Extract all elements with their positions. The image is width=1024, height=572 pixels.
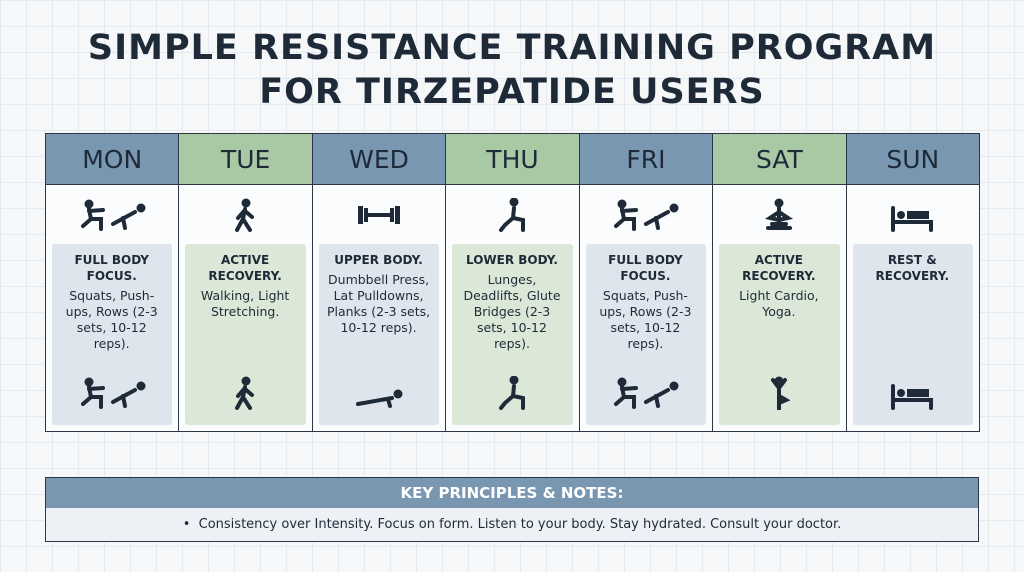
- icon-svg: [891, 384, 934, 410]
- day-detail: Lunges, Deadlifts, Glute Bridges (2-3 se…: [463, 272, 561, 351]
- icon: [610, 376, 680, 410]
- icon-svg: [499, 197, 525, 232]
- day-text: LOWER BODY. Lunges, Deadlifts, Glute Brid…: [453, 252, 570, 352]
- day-card: [318, 244, 440, 425]
- day-heading: REST & RECOVERY.: [875, 253, 949, 283]
- notes-text: Consistency over Intensity. Focus on for…: [198, 517, 842, 532]
- day-text: UPPER BODY. Dumbbell Press, Lat Pulldowns…: [320, 252, 437, 336]
- day-heading: UPPER BODY.: [334, 253, 423, 267]
- icon: [877, 198, 947, 232]
- day-header: SAT: [712, 133, 847, 185]
- icon: [210, 198, 280, 232]
- day-detail: Walking, Light Stretching.: [200, 288, 290, 319]
- day-heading: LOWER BODY.: [466, 253, 558, 267]
- day-heading: ACTIVE RECOVERY.: [208, 253, 282, 283]
- icon: [744, 198, 814, 232]
- day-detail: Dumbbell Press, Lat Pulldowns, Planks (2…: [326, 272, 431, 335]
- icon-svg: [614, 377, 679, 409]
- day-header: MON: [45, 133, 180, 185]
- day-header: WED: [311, 133, 447, 185]
- icon-svg: [764, 198, 793, 230]
- icon-svg: [614, 199, 679, 231]
- day-detail: Light Cardio, Yoga.: [739, 288, 819, 319]
- day-text: FULL BODY FOCUS. Squats, Push-ups, Rows (…: [53, 252, 170, 352]
- day-heading: FULL BODY FOCUS.: [74, 253, 149, 283]
- title-line: SIMPLE RESISTANCE TRAINING PROGRAM: [87, 28, 937, 68]
- icon: [610, 198, 680, 232]
- notes-body: • Consistency over Intensity. Focus on f…: [45, 508, 979, 542]
- day-heading: FULL BODY FOCUS.: [608, 253, 683, 283]
- day-text: FULL BODY FOCUS. Squats, Push-ups, Rows (…: [587, 252, 704, 352]
- day-detail: Squats, Push-ups, Rows (2-3 sets, 10-12 …: [599, 288, 692, 351]
- icon: [477, 375, 547, 410]
- icon: [744, 376, 814, 411]
- day-card: [585, 244, 707, 425]
- icon-svg: [891, 206, 934, 232]
- icon: [477, 197, 547, 232]
- day-text: ACTIVE RECOVERY. Walking, Light Stretchin…: [186, 252, 303, 320]
- bullet: •: [182, 517, 199, 532]
- icon-svg: [80, 199, 146, 231]
- day-detail: Squats, Push-ups, Rows (2-3 sets, 10-12 …: [65, 288, 158, 351]
- day-header: TUE: [178, 133, 313, 185]
- icon-svg: [357, 206, 400, 224]
- icon: [877, 376, 947, 410]
- icon-svg: [355, 389, 403, 408]
- day-header: FRI: [578, 133, 714, 185]
- icon-svg: [499, 375, 525, 410]
- icon: [210, 376, 280, 410]
- icon-svg: [770, 376, 791, 411]
- day-header: THU: [445, 133, 580, 185]
- icon: [344, 198, 414, 232]
- icon-svg: [235, 198, 255, 232]
- day-text: ACTIVE RECOVERY. Light Cardio, Yoga.: [720, 252, 837, 320]
- day-card: [185, 244, 306, 425]
- icon-svg: [235, 376, 255, 410]
- icon: [344, 376, 414, 410]
- day-text: REST & RECOVERY.: [854, 252, 971, 288]
- day-heading: ACTIVE RECOVERY.: [742, 253, 816, 283]
- icon: [77, 198, 147, 232]
- notes-title: KEY PRINCIPLES & NOTES:: [45, 477, 979, 509]
- icon-svg: [80, 377, 146, 409]
- title-line: FOR TIRZEPATIDE USERS: [259, 72, 765, 112]
- day-card: [52, 244, 173, 425]
- day-header: SUN: [845, 133, 980, 185]
- icon: [77, 376, 147, 410]
